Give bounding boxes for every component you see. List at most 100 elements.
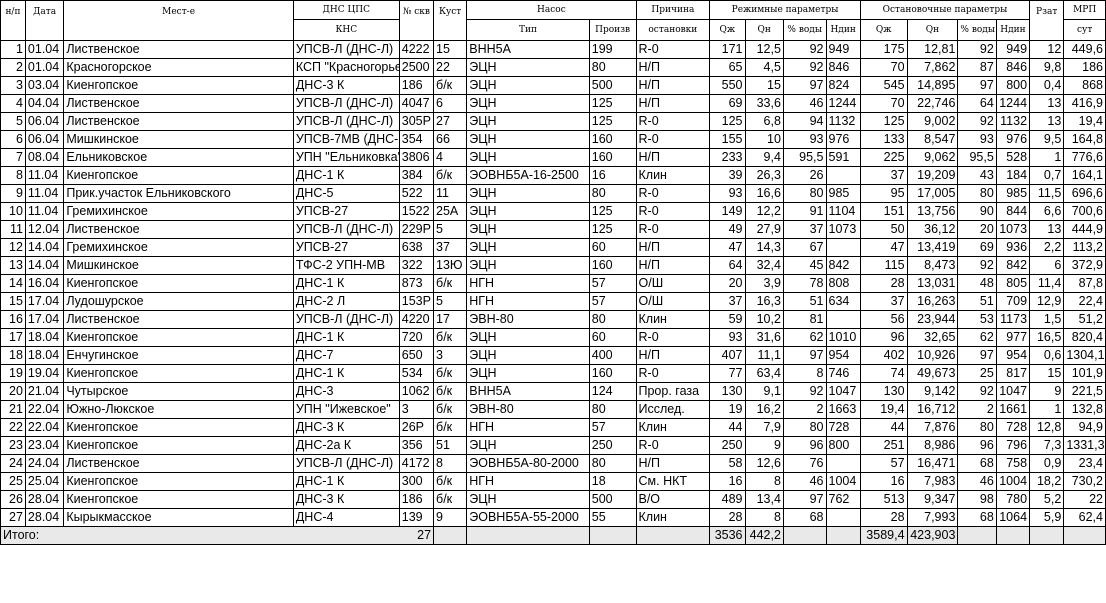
- row-stop-qzh: 96: [859, 328, 908, 347]
- row-date: 21.04: [24, 382, 65, 401]
- row-pump-prod: 55: [588, 508, 637, 527]
- row-water: 80: [782, 184, 827, 203]
- row-field: Киенгопское: [63, 364, 294, 383]
- table-row: 4 04.04 Лиственское УПСВ-Л (ДНС-Л) 4047 6 ЭЦН 1…: [0, 94, 1106, 113]
- table-row: 22 22.04 Киенгопское ДНС-3 К 26Р б/к НГН 57 Клин…: [0, 418, 1106, 437]
- total-empty: [466, 526, 590, 545]
- row-pump-type: НГН: [466, 472, 590, 491]
- row-stop-hdin: 800: [995, 76, 1031, 95]
- row-reason: Клин: [635, 166, 711, 185]
- row-pump-type: ЭЦН: [466, 148, 590, 167]
- row-water: 68: [782, 508, 827, 527]
- row-stop-qn: 7,876: [906, 418, 959, 437]
- row-qn: 4,5: [744, 58, 784, 77]
- row-date: 11.04: [24, 184, 65, 203]
- row-dns: УПСВ-Л (ДНС-Л): [292, 94, 400, 113]
- row-pump-prod: 250: [588, 436, 637, 455]
- row-reason: R-0: [635, 328, 711, 347]
- row-dns: УПСВ-7МВ (ДНС-7): [292, 130, 400, 149]
- row-reason: Н/П: [635, 256, 711, 275]
- row-mrp: 416,9: [1063, 94, 1106, 113]
- row-mrp: 1331,3: [1063, 436, 1106, 455]
- row-pzat: 1: [1029, 400, 1065, 419]
- row-pump-prod: 57: [588, 274, 637, 293]
- row-number: 23: [0, 436, 26, 455]
- row-mrp: 19,4: [1063, 112, 1106, 131]
- row-field: Киенгопское: [63, 418, 294, 437]
- row-date: 04.04: [24, 94, 65, 113]
- row-qn: 8: [744, 472, 784, 491]
- row-stop-qn: 9,142: [906, 382, 959, 401]
- table-row: 16 17.04 Лиственское УПСВ-Л (ДНС-Л) 4220 17 ЭВ…: [0, 310, 1106, 329]
- row-pump-prod: 500: [588, 490, 637, 509]
- row-stop-water: 62: [957, 328, 997, 347]
- row-well: 356: [398, 436, 435, 455]
- row-stop-hdin: 528: [995, 148, 1031, 167]
- row-qn: 3,9: [744, 274, 784, 293]
- row-qn: 32,4: [744, 256, 784, 275]
- row-date: 23.04: [24, 436, 65, 455]
- total-empty: [1029, 526, 1065, 545]
- row-qn: 13,4: [744, 490, 784, 509]
- row-dns: ДНС-1 К: [292, 166, 400, 185]
- table-row: 2 01.04 Красногорское КСП "Красногорье" 2500…: [0, 58, 1106, 77]
- row-stop-water: 43: [957, 166, 997, 185]
- header-date: Дата: [24, 0, 65, 41]
- row-mrp: 101,9: [1063, 364, 1106, 383]
- row-cluster: б/к: [433, 382, 468, 401]
- row-number: 9: [0, 184, 26, 203]
- row-water: 93: [782, 130, 827, 149]
- row-date: 18.04: [24, 328, 65, 347]
- row-reason: Н/П: [635, 148, 711, 167]
- row-dns: ДНС-1 К: [292, 328, 400, 347]
- row-stop-qzh: 70: [859, 58, 908, 77]
- header-np: н/п: [0, 0, 26, 41]
- row-date: 06.04: [24, 130, 65, 149]
- row-stop-hdin: 1047: [995, 382, 1031, 401]
- row-pump-prod: 160: [588, 364, 637, 383]
- row-field: Гремихинское: [63, 202, 294, 221]
- table-row: 25 25.04 Киенгопское ДНС-1 К 300 б/к НГН 18 См. …: [0, 472, 1106, 491]
- row-field: Киенгопское: [63, 490, 294, 509]
- row-stop-hdin: 796: [995, 436, 1031, 455]
- row-hdin: 1010: [825, 328, 861, 347]
- row-cluster: 51: [433, 436, 468, 455]
- row-pump-type: ВНН5А: [466, 382, 590, 401]
- row-date: 01.04: [24, 40, 65, 59]
- row-pzat: 0,7: [1029, 166, 1065, 185]
- row-stop-qzh: 19,4: [859, 400, 908, 419]
- row-number: 5: [0, 112, 26, 131]
- row-water: 96: [782, 436, 827, 455]
- row-qzh: 93: [709, 328, 746, 347]
- row-number: 19: [0, 364, 26, 383]
- row-qzh: 49: [709, 220, 746, 239]
- row-hdin: [825, 310, 861, 329]
- row-water: 95,5: [782, 148, 827, 167]
- row-stop-hdin: 949: [995, 40, 1031, 59]
- row-number: 14: [0, 274, 26, 293]
- row-mrp: 372,9: [1063, 256, 1106, 275]
- row-stop-water: 97: [957, 76, 997, 95]
- row-qzh: 64: [709, 256, 746, 275]
- row-stop-qzh: 133: [859, 130, 908, 149]
- row-water: 45: [782, 256, 827, 275]
- row-field: Лиственское: [63, 220, 294, 239]
- row-hdin: 1132: [825, 112, 861, 131]
- row-field: Красногорское: [63, 58, 294, 77]
- row-pump-prod: 18: [588, 472, 637, 491]
- row-water: 67: [782, 238, 827, 257]
- row-pump-prod: 80: [588, 454, 637, 473]
- row-mrp: 776,6: [1063, 148, 1106, 167]
- row-mrp: 164,8: [1063, 130, 1106, 149]
- row-field: Лиственское: [63, 94, 294, 113]
- row-cluster: 3: [433, 346, 468, 365]
- row-qn: 8: [744, 508, 784, 527]
- row-water: 80: [782, 418, 827, 437]
- row-field: Лудошурское: [63, 292, 294, 311]
- row-mrp: 23,4: [1063, 454, 1106, 473]
- row-stop-hdin: 758: [995, 454, 1031, 473]
- row-number: 17: [0, 328, 26, 347]
- row-pzat: 0,6: [1029, 346, 1065, 365]
- row-stop-qzh: 402: [859, 346, 908, 365]
- row-cluster: 15: [433, 40, 468, 59]
